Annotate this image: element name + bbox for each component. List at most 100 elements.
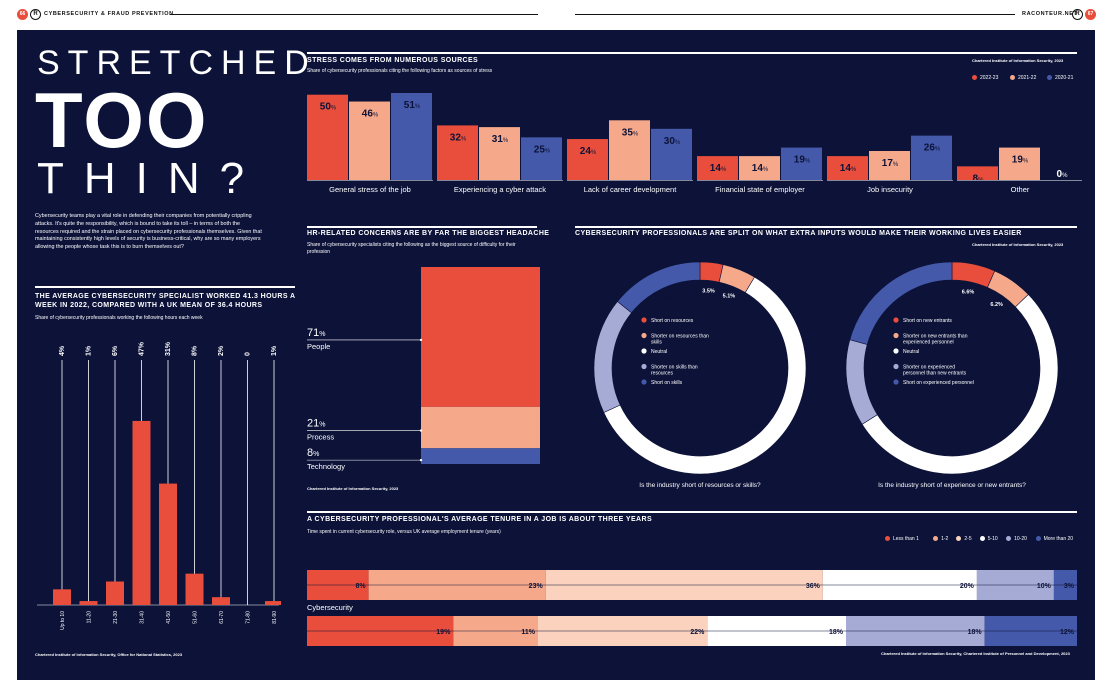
stress-value-label: 50% [320, 102, 337, 113]
stress-value-label: 17% [882, 158, 899, 169]
hours-bar [132, 420, 151, 605]
hours-subtitle: Share of cybersecurity professionals wor… [35, 315, 203, 321]
hr-source: Chartered Institute of Information Secur… [307, 486, 399, 491]
tenure-value-label: 18% [968, 629, 983, 636]
stress-bar [567, 139, 608, 180]
section-name: CYBERSECURITY & FRAUD PREVENTION [44, 11, 174, 17]
hours-bar [185, 573, 204, 605]
hr-segment-people [421, 267, 540, 407]
entrants-legend-label: Neutral [903, 349, 919, 355]
stress-subtitle: Share of cybersecurity professionals cit… [307, 68, 493, 74]
tenure-legend-label: 5-10 [987, 536, 998, 542]
stress-bar [349, 101, 390, 180]
tenure-subtitle: Time spent in current cybersecurity role… [307, 529, 501, 535]
stress-value-label: 30% [664, 136, 681, 147]
resources-legend-label: Short on resources [651, 318, 694, 324]
stress-bar [827, 156, 868, 180]
stress-source: Chartered Institute of Information Secur… [972, 58, 1064, 63]
tenure-category-label: UK average [307, 649, 347, 650]
stress-value-label: 14% [752, 163, 769, 174]
legend-dot-icon [1047, 75, 1052, 81]
resources-slice-label: 3.5% [702, 288, 715, 294]
entrants-slice-label: 53.3% [992, 427, 1008, 433]
resources-legend-dot-icon [641, 363, 647, 370]
entrants-donut-slice [951, 261, 996, 288]
hr-leader-dot [419, 429, 423, 432]
hours-category-label: 61-70 [219, 611, 225, 624]
inputs-rule [575, 226, 1077, 228]
stress-value-label: 46% [362, 109, 379, 120]
stress-value-label: 19% [794, 155, 811, 166]
hr-value-unit: % [319, 331, 325, 338]
stress-bar [957, 166, 998, 180]
stress-bar [521, 137, 562, 180]
hr-value-unit: % [313, 451, 319, 458]
tenure-legend-dot-icon [979, 536, 985, 542]
hr-value-label: 8% [307, 447, 319, 459]
hr-value-label: 21% [307, 418, 325, 430]
stress-value-unit: % [721, 167, 727, 173]
tenure-legend-label: Less than 1 [893, 536, 919, 542]
hr-leader-dot [419, 338, 423, 342]
stress-value-unit: % [935, 147, 941, 153]
hr-category-label: People [307, 342, 330, 351]
tenure-value-label: 3% [1064, 583, 1075, 590]
entrants-slice-label: 6.2% [990, 302, 1003, 308]
hr-subtitle: Share of cybersecurity specialists citin… [307, 242, 516, 255]
stress-bar [391, 93, 432, 180]
resources-slice-label: 14.2% [659, 296, 675, 302]
left-page-number: 66 [17, 9, 28, 20]
right-page-number: 67 [1085, 9, 1096, 20]
header-rule-left [170, 14, 538, 15]
hours-title: THE AVERAGE CYBERSECURITY SPECIALIST WOR… [35, 293, 296, 309]
tenure-value-label: 10% [1037, 583, 1052, 590]
entrants-donut-slice [861, 294, 1059, 475]
stress-value-unit: % [331, 106, 337, 112]
hours-category-label: 11-20 [87, 611, 93, 624]
hours-category-label: 31-40 [140, 611, 146, 624]
entrants-slice-label: 6.6% [962, 290, 975, 296]
tenure-legend-dot-icon [885, 536, 890, 542]
inputs-source: Chartered Institute of Information Secur… [972, 242, 1064, 247]
hours-value-label: 8% [192, 345, 199, 356]
tenure-value-label: 8% [355, 583, 366, 590]
hours-bar [212, 597, 230, 605]
raconteur-logo-icon: R [30, 9, 41, 20]
tenure-value-label: 18% [829, 629, 844, 636]
stress-value-unit: % [851, 167, 857, 173]
donut-charts: 3.5% 5.1% 59.5% 17.7% 14.2% Short on resource… [593, 261, 1059, 489]
stress-bar [479, 127, 520, 180]
hr-chart: 71% People 21% Process 8% Technology [307, 267, 540, 471]
resources-donut-slice [603, 276, 807, 475]
entrants-slice-label: 20.7% [897, 304, 913, 310]
stress-value-unit: % [633, 131, 639, 137]
stress-value-unit: % [763, 167, 769, 173]
tenure-legend-dot-icon [1006, 536, 1012, 542]
stress-bar [911, 135, 952, 180]
hours-bar [265, 601, 281, 605]
stress-value-label: 19% [1012, 155, 1029, 166]
entrants-donut-slice [849, 261, 953, 345]
tenure-value-label: 22% [690, 629, 705, 636]
infographic-panel: STRETCHED TOO THIN? Cybersecurity teams … [17, 30, 1095, 680]
hr-segment-technology [421, 448, 540, 464]
resources-legend-label: Shorter on skills than [651, 365, 698, 371]
stress-value-unit: % [591, 150, 597, 156]
tenure-legend-item: Less than 1 [885, 536, 919, 542]
hours-chart: 4% Up to 10 1% 11-20 6% 21-30 47% 31-40 31% 41-50… [37, 341, 281, 630]
legend-2020-21: 2020-21 [1047, 75, 1073, 81]
stress-value-label: 51% [404, 100, 421, 111]
tenure-value-label: 36% [806, 583, 821, 590]
legend-2021-22: 2021-22 [1010, 75, 1036, 81]
tenure-source: Chartered Institute of Information Secur… [881, 651, 1070, 656]
intro-paragraph: Cybersecurity teams play a vital role in… [35, 213, 262, 251]
header-rule-right [575, 14, 1015, 15]
resources-slice-label: 59.5% [744, 424, 760, 430]
entrants-legend-dot-icon [893, 348, 899, 354]
stress-value-unit: % [675, 140, 681, 146]
stress-value-label: 14% [840, 163, 857, 174]
hr-value-unit: % [319, 422, 325, 429]
hr-value-label: 71% [307, 327, 325, 339]
tenure-legend-dot-icon [956, 536, 962, 542]
hours-value-label: 1% [271, 345, 278, 356]
